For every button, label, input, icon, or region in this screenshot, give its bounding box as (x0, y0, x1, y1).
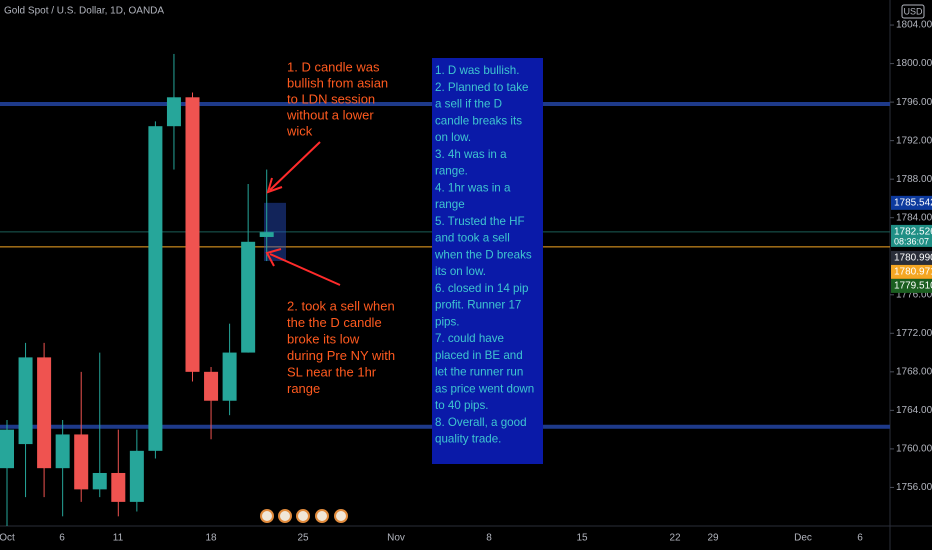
annotation-line: range (287, 381, 320, 396)
candle-body (18, 357, 33, 445)
summary-line: 3. 4h was in a (435, 148, 507, 161)
price-tag-label: 1782.526 (894, 227, 932, 238)
candle-body (259, 232, 274, 237)
candle-body (166, 97, 181, 127)
summary-line: range. (435, 165, 468, 178)
x-tick-label: Dec (794, 533, 812, 544)
annotation-line: 1. D candle was (287, 59, 380, 74)
x-tick-label: 15 (576, 533, 588, 544)
countdown-bg (891, 235, 932, 247)
x-tick-label: 8 (486, 533, 492, 544)
summary-line: profit. Runner 17 (435, 299, 521, 312)
x-tick-label: 29 (707, 533, 719, 544)
x-tick-label: 6 (857, 533, 863, 544)
summary-line: pips. (435, 315, 460, 328)
y-tick-label: 1796.000 (896, 97, 932, 108)
candle-body (129, 450, 144, 502)
summary-line: 6. closed in 14 pip (435, 282, 528, 295)
candle-body (148, 126, 163, 451)
summary-line: 4. 1hr was in a (435, 181, 511, 194)
summary-line: 5. Trusted the HF (435, 215, 525, 228)
x-tick-label: Nov (387, 533, 405, 544)
annotation-line: without a lower (286, 107, 374, 122)
candle-body (74, 434, 89, 490)
arrow-head (265, 248, 282, 267)
y-tick-label: 1768.000 (896, 366, 932, 377)
y-tick-label: 1788.000 (896, 174, 932, 185)
candle-body (241, 241, 256, 353)
annotation-line: to LDN session (287, 91, 375, 106)
candle-body (185, 97, 200, 372)
summary-line: when the D breaks (434, 248, 532, 261)
y-tick-label: 1800.000 (896, 58, 932, 69)
summary-line: quality trade. (435, 433, 501, 446)
x-tick-label: 22 (669, 533, 681, 544)
summary-line: and took a sell (435, 232, 510, 245)
position-box (264, 202, 286, 261)
annotation-line: 2. took a sell when (287, 298, 395, 313)
summary-line: let the runner run (435, 366, 523, 379)
chart-title: Gold Spot / U.S. Dollar, 1D, OANDA (4, 6, 164, 17)
y-tick-label: 1756.000 (896, 482, 932, 493)
summary-line: placed in BE and (435, 349, 523, 362)
candle-body (0, 429, 14, 469)
annotation-line: bullish from asian (287, 75, 388, 90)
summary-line: a sell if the D (435, 98, 502, 111)
annotation-line: broke its low (287, 331, 360, 346)
candle-body (92, 472, 107, 490)
price-tag (891, 224, 932, 239)
y-tick-label: 1772.000 (896, 328, 932, 339)
summary-line: 1. D was bullish. (435, 64, 519, 77)
summary-line: range (435, 198, 465, 211)
summary-line: 2. Planned to take (435, 81, 528, 94)
currency-box (901, 4, 925, 19)
annotation-line: wick (286, 123, 313, 138)
x-tick-label: 25 (297, 533, 309, 544)
summary-line: its on low. (435, 265, 486, 278)
price-tag-label: 1779.510 (894, 281, 932, 292)
summary-line: 7. could have (435, 332, 504, 345)
candle-body (55, 434, 70, 469)
y-tick-label: 1764.000 (896, 405, 932, 416)
summary-line: candle breaks its (435, 114, 522, 127)
currency: USD (903, 6, 923, 16)
price-tag (891, 250, 932, 265)
x-tick-label: Oct (0, 533, 15, 544)
y-tick-label: 1792.000 (896, 135, 932, 146)
event-icons (260, 509, 348, 523)
price-tag (891, 195, 932, 210)
x-tick-label: 11 (113, 533, 124, 544)
candle-body (204, 371, 219, 401)
annotation-line: during Pre NY with (287, 348, 395, 363)
candle-body (222, 352, 237, 401)
price-tag-label: 1780.990 (894, 253, 932, 264)
y-tick-label: 1776.000 (896, 289, 932, 300)
summary-line: to 40 pips. (435, 399, 489, 412)
y-tick-label: 1784.000 (896, 212, 932, 223)
summary-line: on low. (435, 131, 471, 144)
price-tag-label: 1785.542 (894, 197, 932, 208)
summary-line: as price went down (435, 382, 534, 395)
annotation-line: SL near the 1hr (287, 364, 377, 379)
summary-line: 8. Overall, a good (435, 416, 527, 429)
price-tag (891, 278, 932, 293)
arrow (269, 141, 321, 191)
annotation-line: the the D candle (287, 315, 382, 330)
candle-body (37, 357, 52, 469)
candle-body (111, 472, 126, 502)
countdown: 08:36:07 (894, 236, 929, 246)
y-tick-label: 1760.000 (896, 444, 932, 455)
arrow (269, 253, 341, 286)
x-tick-label: 6 (59, 533, 65, 544)
x-tick-label: 18 (205, 533, 217, 544)
price-tag-label: 1780.971 (894, 267, 932, 278)
summary-box (432, 58, 543, 464)
arrow-head (266, 177, 283, 194)
price-tag (891, 264, 932, 279)
y-tick-label: 1804.000 (896, 20, 932, 31)
